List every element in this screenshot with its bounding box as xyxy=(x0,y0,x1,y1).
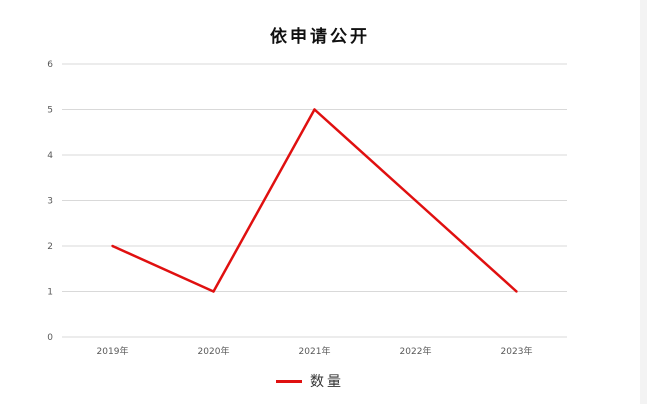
y-tick-label: 0 xyxy=(47,333,53,343)
data-point xyxy=(414,199,417,202)
data-point xyxy=(212,290,215,293)
x-tick-label: 2020年 xyxy=(198,345,230,357)
x-tick-label: 2023年 xyxy=(501,345,533,357)
legend-swatch xyxy=(276,379,302,383)
chart-title: 依申请公开 xyxy=(270,27,370,47)
data-point xyxy=(515,290,518,293)
window-edge-strip xyxy=(640,0,647,404)
legend-label: 数量 xyxy=(310,374,344,390)
x-tick-label: 2021年 xyxy=(299,345,331,357)
x-tick-label: 2022年 xyxy=(400,345,432,357)
data-point xyxy=(313,108,316,111)
y-tick-label: 6 xyxy=(47,60,53,70)
data-point xyxy=(111,244,114,248)
y-tick-label: 4 xyxy=(47,151,53,161)
y-tick-label: 3 xyxy=(47,197,53,207)
y-tick-label: 5 xyxy=(47,106,53,116)
y-tick-label: 1 xyxy=(47,288,53,298)
x-tick-label: 2019年 xyxy=(97,345,129,357)
legend: 数量 xyxy=(276,371,344,391)
y-tick-label: 2 xyxy=(47,242,53,252)
